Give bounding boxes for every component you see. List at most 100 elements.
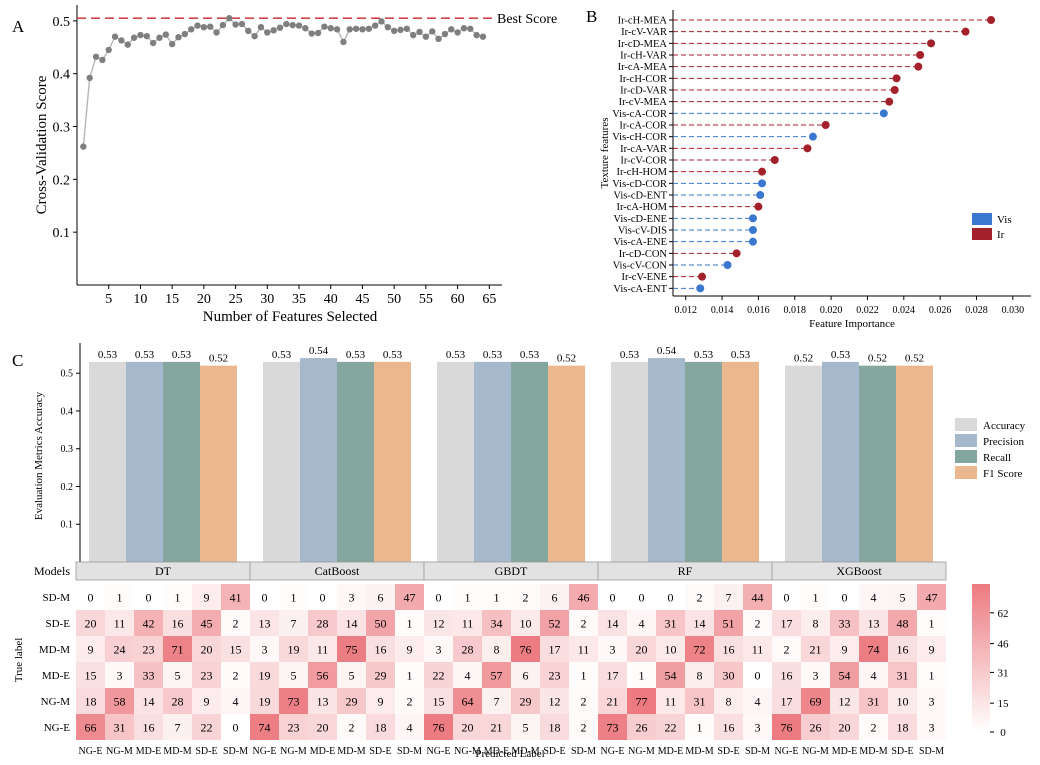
cell-value: 74 <box>868 643 880 657</box>
heatmap-cell <box>569 688 598 714</box>
colorbar-tick-label: 15 <box>998 698 1010 710</box>
panel-a-x-label: Number of Features Selected <box>203 309 378 325</box>
heatmap-cell <box>279 610 308 636</box>
heatmap-cell <box>627 714 656 740</box>
heatmap-cell <box>337 636 366 662</box>
cell-value: 4 <box>407 721 413 735</box>
cv-score-point <box>162 31 170 38</box>
y-tick-label: 0.2 <box>61 482 74 493</box>
cell-value: 33 <box>839 617 851 631</box>
cell-value: 3 <box>436 643 442 657</box>
cv-score-point <box>143 32 150 40</box>
cv-score-point <box>264 29 271 36</box>
heatmap-cell <box>279 662 308 688</box>
cell-value: 17 <box>549 643 561 657</box>
predicted-tick-label: MD-E <box>832 746 858 757</box>
metric-bar <box>685 361 722 562</box>
heatmap-cell <box>685 714 714 740</box>
cell-value: 11 <box>578 643 590 657</box>
cell-value: 17 <box>781 695 793 709</box>
heatmap-cell <box>569 584 598 610</box>
cell-value: 22 <box>201 721 213 735</box>
heatmap-cell <box>279 584 308 610</box>
heatmap-cell <box>424 610 453 636</box>
importance-dot <box>754 202 763 211</box>
cell-value: 34 <box>491 617 503 631</box>
importance-dot <box>748 226 757 234</box>
heatmap-cell <box>859 584 888 610</box>
heatmap-cell <box>453 714 482 740</box>
metric-bar <box>200 365 237 562</box>
heatmap-cell <box>337 688 366 714</box>
cell-value: 12 <box>433 617 445 631</box>
cell-value: 0 <box>320 591 326 605</box>
cell-value: 1 <box>407 669 413 683</box>
importance-dot <box>885 97 894 106</box>
heatmap-cell <box>482 714 511 740</box>
heatmap-cell <box>366 584 395 610</box>
feature-label: Ir-cV-VAR <box>621 27 667 38</box>
cell-value: 0 <box>639 591 645 605</box>
cell-value: 23 <box>288 721 300 735</box>
predicted-tick-label: SD-M <box>745 746 770 757</box>
cell-value: 7 <box>291 617 297 631</box>
heatmap-cell <box>192 688 221 714</box>
heatmap-cell <box>859 662 888 688</box>
metric-value-label: 0.53 <box>483 349 503 361</box>
heatmap-cell <box>366 610 395 636</box>
heatmap-cell <box>192 584 221 610</box>
heatmap-cell <box>917 714 946 740</box>
x-tick-label: 65 <box>482 292 496 307</box>
cell-value: 16 <box>723 721 735 735</box>
heatmap-cell <box>250 688 279 714</box>
heatmap-cell <box>685 584 714 610</box>
heatmap-cell <box>627 584 656 610</box>
cell-value: 5 <box>175 669 181 683</box>
heatmap-cell <box>424 662 453 688</box>
cv-score-point <box>302 25 309 32</box>
model-name: GBDT <box>495 564 528 578</box>
cv-score-point <box>371 22 379 29</box>
cell-value: 44 <box>752 591 764 605</box>
cv-score-point <box>295 22 303 29</box>
heatmap-cell <box>453 610 482 636</box>
metric-bar <box>722 361 759 562</box>
predicted-tick-label: MD-M <box>859 746 887 757</box>
cell-value: 54 <box>665 669 677 683</box>
panel-b-x-label: Feature Importance <box>809 318 895 330</box>
feature-label: Ir-cD-VAR <box>620 86 667 97</box>
cell-value: 13 <box>259 617 271 631</box>
cv-score-point <box>390 27 398 35</box>
cell-value: 1 <box>494 591 500 605</box>
cell-value: 51 <box>723 617 735 631</box>
cell-value: 3 <box>755 721 761 735</box>
cv-score-point <box>441 30 449 38</box>
importance-dot <box>698 272 707 281</box>
metric-value-label: 0.53 <box>831 349 851 361</box>
cell-value: 24 <box>114 643 126 657</box>
metric-value-label: 0.53 <box>731 349 751 361</box>
cell-value: 18 <box>375 721 387 735</box>
heatmap-cell <box>192 636 221 662</box>
panel-a-line-chart: Best Score 5 10 15 20 25 30 35 40 45 50 55 60 65 0.1… <box>34 5 557 325</box>
metric-bar <box>896 365 933 562</box>
model-name: XGBoost <box>836 564 882 578</box>
cell-value: 9 <box>929 643 935 657</box>
cell-value: 5 <box>523 721 529 735</box>
feature-label: Ir-cA-MEA <box>618 62 668 73</box>
cell-value: 5 <box>291 669 297 683</box>
predicted-label-axis-title: Predicted Label <box>475 748 544 760</box>
cell-value: 0 <box>146 591 152 605</box>
heatmap-cell <box>366 662 395 688</box>
heatmap-cell <box>888 584 917 610</box>
feature-label: Ir-cV-MEA <box>619 97 668 108</box>
heatmap-cell <box>105 584 134 610</box>
cell-value: 54 <box>839 669 851 683</box>
metric-bar <box>374 361 411 562</box>
heatmap-cell <box>859 714 888 740</box>
heatmap-cell <box>830 662 859 688</box>
panel-a-y-label: Cross-Validation Score <box>34 75 50 214</box>
cv-score-point <box>238 20 246 28</box>
cell-value: 0 <box>88 591 94 605</box>
cv-score-point <box>314 29 322 37</box>
